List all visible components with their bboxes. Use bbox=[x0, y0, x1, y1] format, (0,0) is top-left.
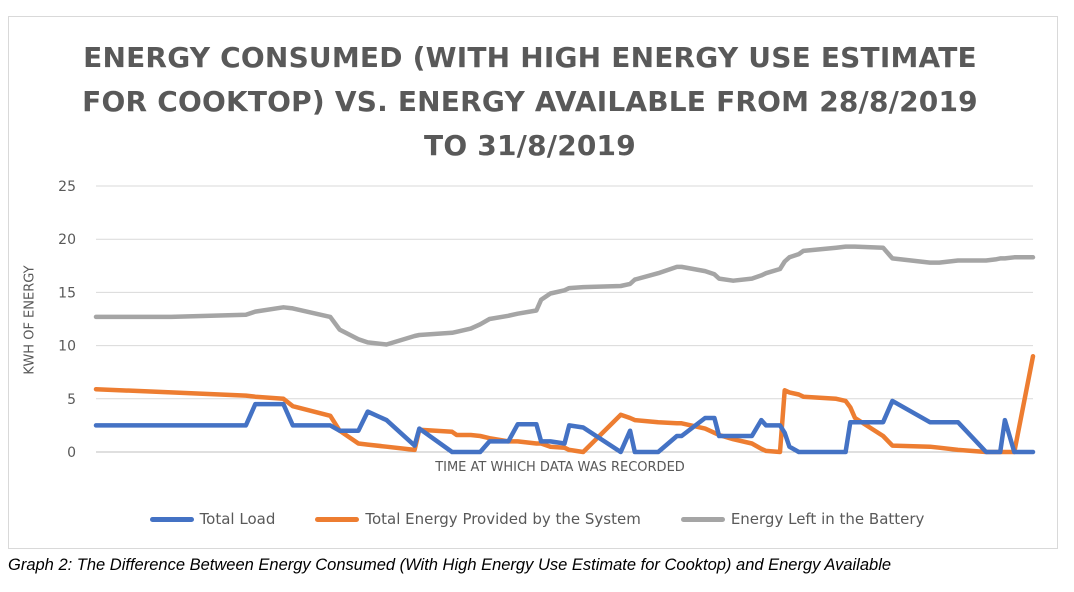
series-line-total-load bbox=[93, 398, 1036, 455]
y-axis-label: KWH OF ENERGY bbox=[22, 265, 38, 375]
series-line-energy-left-in-the-battery bbox=[93, 244, 1036, 347]
chart-title-line-3: TO 31/8/2019 bbox=[424, 129, 636, 162]
legend-swatch-battery bbox=[680, 516, 725, 522]
y-tick-label-25: 25 bbox=[58, 179, 76, 195]
y-tick-label-15: 15 bbox=[58, 285, 76, 301]
legend-label-total-load: Total Load bbox=[199, 510, 276, 528]
legend-item-total-load: Total Load bbox=[149, 510, 276, 528]
series-line-total-energy-provided-by-the-system bbox=[93, 353, 1036, 455]
series-lines bbox=[93, 244, 1036, 455]
figure-caption: Graph 2: The Difference Between Energy C… bbox=[8, 556, 892, 574]
legend-swatch-total-load bbox=[149, 516, 194, 522]
chart-frame bbox=[8, 16, 1058, 549]
legend-item-battery: Energy Left in the Battery bbox=[680, 510, 925, 528]
x-axis-label: TIME AT WHICH DATA WAS RECORDED bbox=[300, 460, 820, 475]
legend-item-energy-provided: Total Energy Provided by the System bbox=[315, 510, 641, 528]
legend-label-energy-provided: Total Energy Provided by the System bbox=[365, 510, 641, 528]
y-tick-label-20: 20 bbox=[58, 232, 76, 248]
y-tick-label-10: 10 bbox=[58, 339, 76, 355]
y-tick-label-5: 5 bbox=[67, 392, 76, 408]
legend-swatch-energy-provided bbox=[315, 516, 360, 522]
legend: Total Load Total Energy Provided by the … bbox=[0, 510, 1074, 528]
y-tick-label-0: 0 bbox=[67, 445, 76, 461]
chart-title-line-2: FOR COOKTOP) VS. ENERGY AVAILABLE FROM 2… bbox=[82, 85, 978, 118]
gridlines bbox=[96, 185, 1033, 453]
chart-title: ENERGY CONSUMED (WITH HIGH ENERGY USE ES… bbox=[80, 36, 980, 168]
y-tick-labels: 0 5 10 15 20 25 bbox=[58, 179, 76, 461]
legend-label-battery: Energy Left in the Battery bbox=[730, 510, 925, 528]
chart-title-line-1: ENERGY CONSUMED (WITH HIGH ENERGY USE ES… bbox=[83, 41, 977, 74]
